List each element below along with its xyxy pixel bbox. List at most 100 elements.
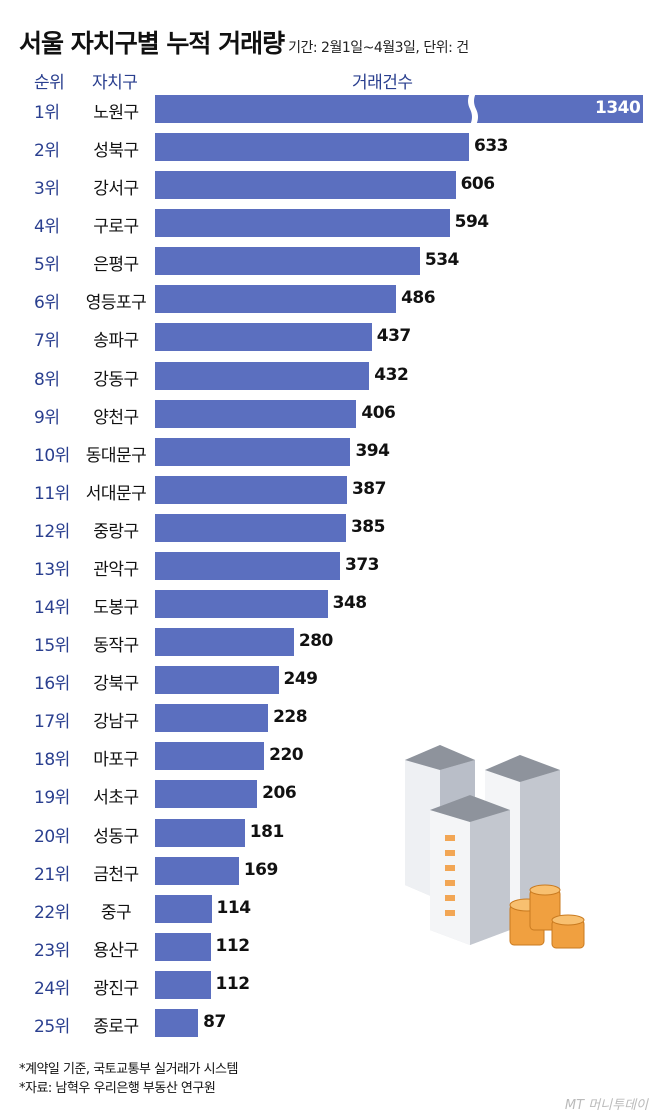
- value-label: 534: [424, 250, 460, 271]
- value-label: 249: [283, 669, 319, 690]
- value-label: 387: [351, 478, 387, 499]
- district-label: 송파구: [93, 331, 139, 352]
- bar: [155, 1008, 199, 1037]
- publisher-logo: MT 머니투데이: [564, 1098, 648, 1113]
- bar: [155, 399, 357, 428]
- value-label: 633: [474, 136, 509, 157]
- header-rank: 순위: [34, 73, 65, 93]
- value-label: 373: [345, 554, 380, 575]
- header-district: 자치구: [92, 73, 138, 93]
- rank-label: 19위: [34, 788, 70, 809]
- value-label: 486: [401, 288, 436, 309]
- header-count: 거래건수: [352, 73, 413, 93]
- value-label: 1340: [595, 98, 641, 118]
- rank-label: 13위: [34, 559, 70, 580]
- district-label: 강동구: [93, 369, 139, 390]
- rank-label: 8위: [34, 369, 60, 390]
- footnote-source: *자료: 남혁우 우리은행 부동산 연구원: [19, 1081, 216, 1096]
- bar: [155, 437, 351, 466]
- bar: [155, 361, 370, 390]
- district-label: 서초구: [93, 788, 139, 809]
- district-label: 은평구: [93, 255, 139, 276]
- title-text: 서울 자치구별 누적 거래량: [19, 29, 285, 58]
- bar: [155, 209, 450, 238]
- building-front: [430, 795, 510, 945]
- bar: [155, 133, 469, 162]
- bar: [155, 285, 397, 314]
- value-label: 181: [249, 821, 285, 842]
- district-label: 영등포구: [85, 293, 147, 314]
- value-label: 112: [215, 973, 251, 994]
- bar: [155, 970, 211, 999]
- district-label: 양천구: [93, 407, 139, 428]
- rank-label: 14위: [34, 598, 70, 619]
- bar: [155, 856, 239, 885]
- value-label: 112: [215, 935, 251, 956]
- bar: [155, 818, 245, 847]
- district-label: 관악구: [93, 559, 139, 580]
- district-label: 구로구: [93, 217, 139, 238]
- district-label: 노원구: [93, 103, 139, 123]
- value-label: 228: [273, 707, 308, 728]
- bar: [155, 590, 328, 619]
- rank-label: 25위: [34, 1016, 70, 1037]
- value-label: 348: [332, 593, 368, 614]
- value-label: 606: [460, 174, 496, 195]
- value-label: 87: [203, 1011, 226, 1032]
- rank-label: 9위: [34, 407, 60, 428]
- bar: [155, 932, 211, 961]
- rank-label: 6위: [34, 293, 60, 314]
- district-label: 중랑구: [93, 521, 139, 542]
- bar: [155, 247, 420, 276]
- value-label: 169: [243, 859, 279, 880]
- footnote-basis: *계약일 기준, 국토교통부 실거래가 시스템: [19, 1062, 238, 1077]
- apartment-coins-illustration: [405, 745, 585, 949]
- bar: [155, 171, 456, 200]
- value-label: 114: [216, 897, 252, 918]
- rank-label: 24위: [34, 978, 70, 999]
- rank-label: 15위: [34, 636, 70, 657]
- rank-label: 2위: [34, 141, 60, 162]
- rank-label: 1위: [34, 103, 60, 123]
- district-label: 강북구: [93, 674, 139, 695]
- district-label: 용산구: [93, 940, 139, 961]
- bar: [155, 704, 269, 733]
- rank-label: 16위: [34, 674, 70, 695]
- district-label: 중구: [100, 902, 132, 923]
- district-label: 동대문구: [85, 445, 147, 466]
- axis-break-mark: [468, 93, 478, 125]
- rank-label: 23위: [34, 940, 70, 961]
- district-label: 종로구: [93, 1016, 139, 1037]
- bar: [155, 666, 279, 695]
- value-label: 406: [361, 402, 396, 423]
- bar: [155, 780, 258, 809]
- rank-label: 4위: [34, 217, 60, 238]
- value-label: 280: [298, 631, 334, 652]
- rank-label: 7위: [34, 331, 60, 352]
- bar: [155, 551, 341, 580]
- value-label: 432: [374, 364, 409, 385]
- district-label: 성북구: [93, 141, 139, 162]
- district-label: 강서구: [93, 179, 139, 200]
- value-label: 594: [454, 212, 490, 233]
- value-label: 385: [350, 516, 386, 537]
- bar: [155, 628, 294, 657]
- bar: [155, 894, 212, 923]
- district-label: 도봉구: [93, 598, 139, 619]
- rank-label: 12위: [34, 521, 70, 542]
- rank-label: 21위: [34, 864, 70, 885]
- rank-label: 22위: [34, 902, 70, 923]
- district-label: 서대문구: [85, 483, 147, 504]
- district-label: 강남구: [93, 712, 139, 733]
- bar: [155, 95, 643, 123]
- bar: [155, 475, 347, 504]
- value-label: 220: [269, 745, 304, 766]
- district-label: 동작구: [93, 636, 139, 657]
- rank-label: 20위: [34, 826, 70, 847]
- rank-label: 11위: [34, 483, 70, 504]
- chart-title: 서울 자치구별 누적 거래량 기간: 2월1일~4월3일, 단위: 건: [19, 24, 469, 60]
- rank-label: 3위: [34, 179, 60, 200]
- rank-label: 17위: [34, 712, 70, 733]
- rank-label: 10위: [34, 445, 70, 466]
